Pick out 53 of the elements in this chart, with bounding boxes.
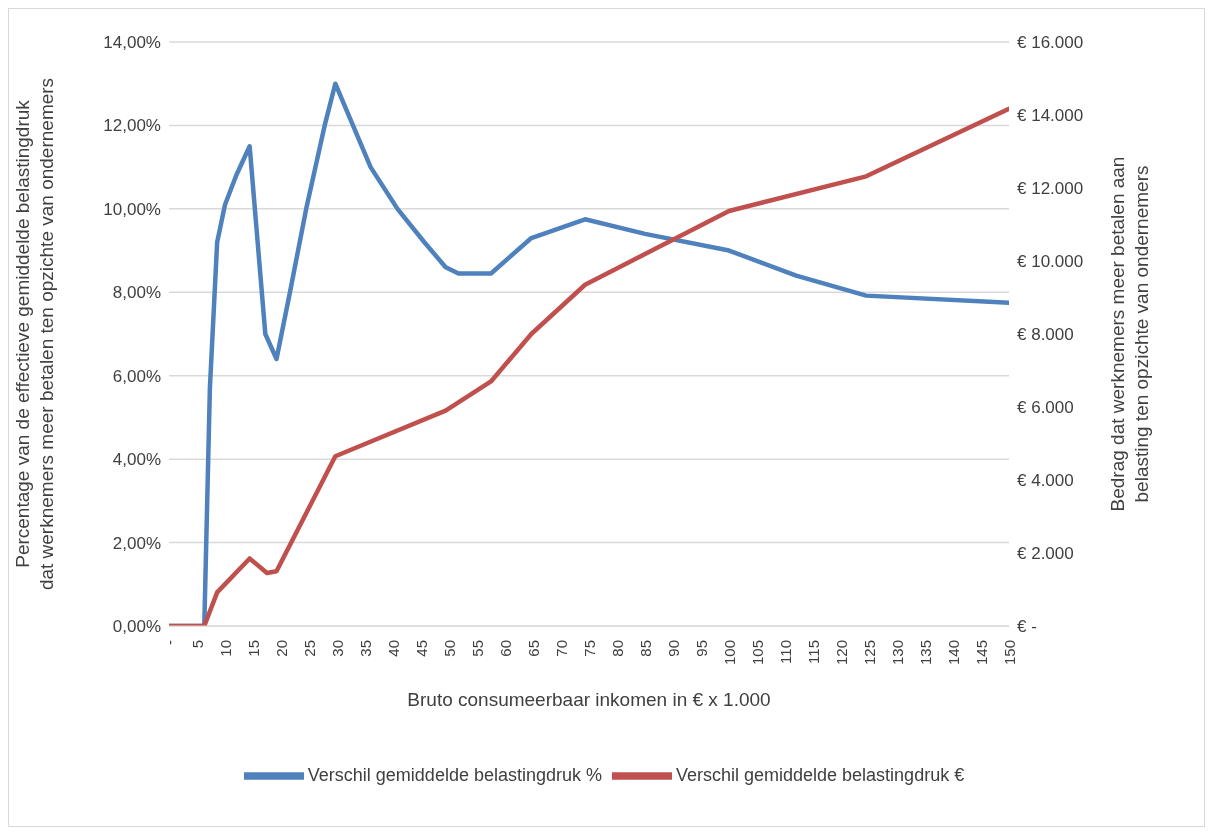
y-tick-label: 0,00% (112, 617, 161, 637)
x-tick-label: 80 (608, 640, 626, 657)
x-axis-title: Bruto consumeerbaar inkomen in € x 1.000 (407, 689, 771, 710)
y-tick-label: 8,00% (112, 283, 161, 303)
x-tick-label: 65 (524, 640, 542, 657)
x-tick-label: 85 (636, 640, 654, 657)
y2-tick-label: € 16.000 (1017, 33, 1084, 53)
x-tick-label: 5 (188, 640, 206, 649)
x-tick-label: 140 (944, 640, 962, 666)
x-tick-label: 135 (916, 640, 934, 666)
y2-axis-title: Bedrag dat werknemers meer betalen aan belasting ten opzichte van ondernemers (1107, 156, 1152, 512)
x-tick-label: 125 (860, 640, 878, 666)
x-tick-label: 50 (440, 640, 458, 657)
y2-tick-label: € 12.000 (1017, 179, 1084, 199)
x-tick-label: 15 (244, 640, 262, 657)
x-tick-label: 130 (888, 640, 906, 666)
x-tick-label: 105 (748, 640, 766, 666)
y2-tick-label: € 14.000 (1017, 106, 1084, 126)
y2-tick-label: € 6.000 (1017, 398, 1074, 418)
y2-tick-label: € 2.000 (1017, 544, 1074, 564)
y-tick-label: 10,00% (103, 199, 161, 219)
x-tick-label: 115 (804, 640, 822, 664)
x-tick-label: 70 (552, 640, 570, 657)
x-tick-label: 35 (356, 640, 374, 657)
x-tick-label: 25 (300, 640, 318, 657)
x-tick-label: 120 (832, 640, 850, 666)
y-tick-label: 12,00% (103, 116, 161, 136)
y-tick-label: 6,00% (112, 366, 161, 386)
x-tick-label: 75 (580, 640, 598, 657)
x-tick-label: 90 (664, 640, 682, 657)
y2-tick-label: € 8.000 (1017, 325, 1074, 345)
x-tick-label: 40 (384, 640, 402, 657)
y-tick-label: 14,00% (103, 33, 161, 53)
x-tick-label: 60 (496, 640, 514, 657)
x-tick-label: 10 (216, 640, 234, 657)
x-tick-label: 45 (412, 640, 430, 657)
y2-tick-label: € 4.000 (1017, 471, 1074, 491)
y-axis-title: Percentage van de effectieve gemiddelde belastingdruk dat werknemers meer betalen ten opzichte van ondernemers (12, 77, 57, 591)
y2-tick-label: € 10.000 (1017, 252, 1084, 272)
x-tick-label: - (160, 640, 178, 645)
legend-label: Verschil gemiddelde belastingdruk € (675, 764, 965, 785)
x-tick-label: 30 (328, 640, 346, 657)
y-tick-label: 2,00% (112, 533, 161, 553)
legend-label: Verschil gemiddelde belastingdruk % (307, 764, 602, 785)
x-tick-label: 20 (272, 640, 290, 657)
x-tick-label: 95 (692, 640, 710, 657)
x-tick-label: 145 (972, 640, 990, 666)
x-tick-label: 55 (468, 640, 486, 657)
x-tick-label: 150 (1000, 640, 1018, 666)
x-tick-label: 100 (720, 640, 738, 666)
y-tick-label: 4,00% (112, 450, 161, 470)
x-tick-label: 110 (776, 640, 794, 664)
y2-tick-label: € - (1017, 617, 1037, 637)
